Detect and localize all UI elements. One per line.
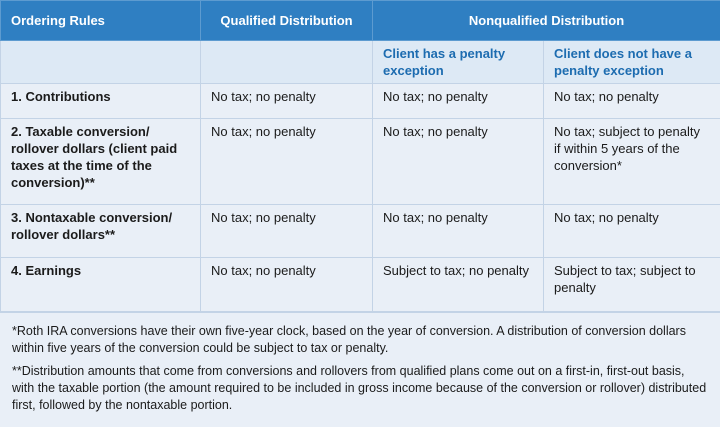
rule-cell: 1. Contributions: [0, 83, 201, 119]
value-cell: No tax; no penalty: [200, 118, 373, 205]
value-cell: No tax; no penalty: [200, 83, 373, 119]
value-cell: No tax; no penalty: [372, 83, 544, 119]
footnotes: *Roth IRA conversions have their own fiv…: [0, 312, 720, 414]
rule-cell: 4. Earnings: [0, 257, 201, 312]
value-cell: No tax; no penalty: [542, 83, 720, 119]
table-row: 2. Taxable conversion/ rollover dollars …: [0, 118, 720, 205]
table-body: 1. Contributions No tax; no penalty No tax…: [0, 83, 720, 312]
header-cell: Ordering Rules: [0, 0, 201, 41]
value-cell: No tax; no penalty: [372, 204, 544, 258]
value-cell: No tax; no penalty: [200, 204, 373, 258]
table-row: 3. Nontaxable conversion/ rollover dolla…: [0, 204, 720, 258]
value-cell: No tax; no penalty: [542, 204, 720, 258]
table-row: 1. Contributions No tax; no penalty No tax…: [0, 83, 720, 119]
value-cell: No tax; subject to penalty if within 5 y…: [542, 118, 720, 205]
subheader-row: Client has a penalty exception Client do…: [0, 40, 720, 84]
header-cell: Qualified Distribution: [200, 0, 373, 41]
distribution-table: Ordering Rules Qualified Distribution No…: [0, 0, 720, 312]
rule-cell: 2. Taxable conversion/ rollover dollars …: [0, 118, 201, 205]
empty-cell: [200, 40, 373, 84]
empty-cell: [0, 40, 201, 84]
value-cell: Subject to tax; subject to penalty: [542, 257, 720, 312]
footnote: *Roth IRA conversions have their own fiv…: [12, 324, 686, 355]
subheader-cell: Client does not have a penalty exception: [542, 40, 720, 84]
value-cell: Subject to tax; no penalty: [372, 257, 544, 312]
value-cell: No tax; no penalty: [200, 257, 373, 312]
header-cell: Nonqualified Distribution: [371, 0, 720, 41]
table-row: 4. Earnings No tax; no penalty Subject to …: [0, 257, 720, 312]
header-row: Ordering Rules Qualified Distribution No…: [0, 0, 720, 41]
value-cell: No tax; no penalty: [372, 118, 544, 205]
footnote: **Distribution amounts that come from co…: [12, 364, 707, 412]
subheader-cell: Client has a penalty exception: [372, 40, 544, 84]
rule-cell: 3. Nontaxable conversion/ rollover dolla…: [0, 204, 201, 258]
